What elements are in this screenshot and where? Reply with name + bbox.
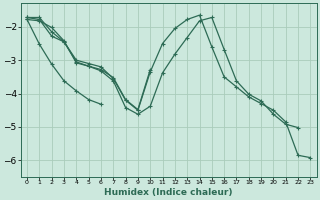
X-axis label: Humidex (Indice chaleur): Humidex (Indice chaleur) [104,188,233,197]
